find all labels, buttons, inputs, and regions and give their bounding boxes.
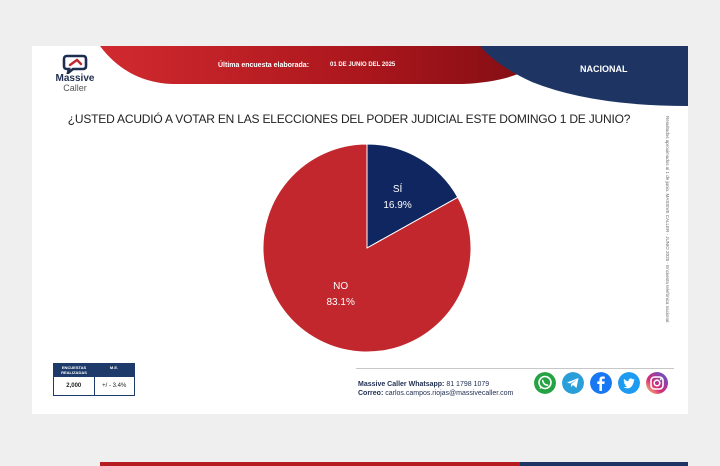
last-survey-date: 01 DE JUNIO DEL 2025 — [330, 62, 396, 68]
slice-value-0: 16.9% — [383, 200, 411, 211]
survey-question: ¿USTED ACUDIÓ A VOTAR EN LAS ELECCIONES … — [67, 112, 631, 126]
brand-logo: Massive Caller — [50, 54, 100, 93]
margin-value: +/ - 3.4% — [102, 383, 127, 389]
whatsapp-label: Massive Caller Whatsapp: — [358, 381, 445, 388]
slice-value-1: 83.1% — [326, 297, 354, 308]
margin-header: M.E. — [109, 365, 119, 370]
logo-text-caller: Caller — [63, 83, 87, 93]
chat-logo-icon — [62, 54, 88, 74]
contact-divider — [356, 368, 674, 369]
slice-label-1: NO — [333, 281, 348, 292]
header-blue-band — [480, 46, 688, 106]
facebook-icon[interactable] — [590, 372, 612, 394]
telegram-icon[interactable] — [562, 372, 584, 394]
pie-slice-no — [262, 143, 472, 353]
side-note: Resultados aproximados al 1 de junio. MA… — [665, 116, 670, 323]
twitter-icon[interactable] — [618, 372, 640, 394]
surveys-value: 2,000 — [54, 377, 95, 395]
surveys-header: ENCUESTAS REALIZADAS — [61, 365, 87, 375]
whatsapp-number: 81 1798 1079 — [446, 381, 490, 388]
header-banner — [100, 46, 688, 106]
contact-info: Massive Caller Whatsapp: 81 1798 1079 Co… — [358, 380, 513, 398]
pie-chart: SÍ 16.9% NO 83.1% — [262, 143, 472, 353]
next-card-edge — [100, 462, 688, 466]
email-label: Correo: — [358, 390, 384, 397]
stats-table: ENCUESTAS REALIZADAS M.E. 2,000 +/ - 3.4… — [53, 363, 135, 396]
logo-text-massive: Massive — [55, 73, 95, 84]
last-survey-label: Última encuesta elaborada: — [218, 62, 310, 69]
survey-card: Massive Caller Última encuesta elaborada… — [32, 46, 688, 414]
scope-label: NACIONAL — [580, 64, 628, 74]
pie-slice-s — [366, 143, 459, 249]
instagram-icon[interactable] — [646, 372, 668, 394]
whatsapp-icon[interactable] — [534, 372, 556, 394]
slice-label-0: SÍ — [393, 182, 403, 195]
header-red-band — [100, 46, 552, 84]
social-icons — [534, 372, 668, 394]
email-address[interactable]: carlos.campos.riojas@massivecaller.com — [385, 390, 514, 397]
